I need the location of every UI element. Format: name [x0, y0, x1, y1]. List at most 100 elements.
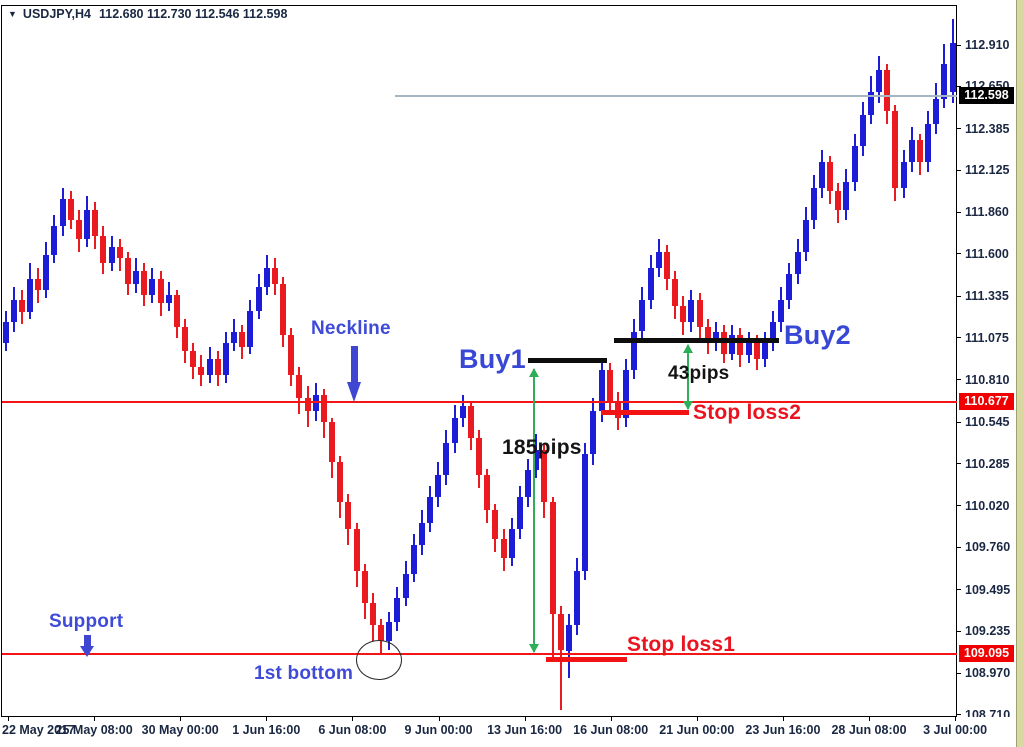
candle-body: [247, 310, 254, 348]
candle-body: [500, 538, 507, 558]
candle-body: [941, 63, 948, 99]
price-tick: [957, 85, 961, 87]
price-tick-label: 108.970: [965, 666, 1011, 681]
plot-area[interactable]: Neckline Buy1 Buy2 185pips 43pips Stop l…: [1, 5, 958, 717]
price-tick: [957, 463, 961, 465]
candle-body: [222, 342, 229, 375]
price-tick-label: 111.075: [965, 330, 1009, 345]
buy1-entry-line[interactable]: [528, 358, 607, 363]
price-tick: [957, 44, 961, 46]
candle-body: [329, 422, 336, 463]
candle-body: [369, 602, 376, 625]
price-tick: [957, 337, 961, 339]
time-tick-label: 3 Jul 00:00: [923, 723, 988, 737]
support-line[interactable]: [2, 653, 958, 656]
candle-body: [263, 267, 270, 287]
price-tick-label: 110.285: [965, 456, 1010, 471]
candle-body: [190, 350, 197, 367]
candle-body: [908, 140, 915, 163]
arrow-down-icon: [347, 382, 361, 402]
time-tick: [94, 717, 96, 721]
price-tick: [957, 295, 961, 297]
candle-body: [778, 299, 785, 322]
candle-body: [655, 251, 662, 268]
candle-body: [949, 42, 956, 93]
time-tick-label: 30 May 00:00: [141, 723, 219, 737]
candle-body: [214, 358, 221, 375]
time-tick-label: 21 Jun 00:00: [659, 723, 735, 737]
neckline-label[interactable]: Neckline: [311, 318, 391, 339]
candle-body: [337, 462, 344, 503]
arrow-up-icon: [683, 344, 693, 353]
candle-body: [18, 299, 25, 313]
candle-body: [271, 267, 278, 284]
price-tick: [957, 505, 961, 507]
current-bid-line: [395, 94, 958, 97]
stop-loss1-label[interactable]: Stop loss1: [627, 633, 736, 656]
price-tick: [957, 672, 961, 674]
candle-body: [565, 624, 572, 651]
candle-body: [386, 621, 393, 641]
43pips-label[interactable]: 43pips: [668, 363, 730, 384]
arrow-shaft: [533, 369, 535, 652]
neckline-resistance-line[interactable]: [2, 401, 958, 404]
buy2-label[interactable]: Buy2: [784, 320, 851, 350]
buy2-entry-line[interactable]: [614, 338, 779, 343]
candle-body: [484, 475, 491, 511]
candle-body: [680, 305, 687, 322]
neckline-price-badge: 110.677: [959, 393, 1014, 411]
price-tick-label: 110.810: [965, 372, 1010, 387]
candle-body: [231, 331, 238, 343]
candle-body: [753, 341, 760, 359]
candle-body: [770, 321, 776, 343]
candle-body: [516, 497, 523, 530]
candle-body: [508, 529, 515, 558]
candle-body: [884, 69, 891, 112]
candle-body: [353, 529, 360, 571]
candle-body: [892, 111, 899, 188]
buy1-label[interactable]: Buy1: [459, 344, 526, 374]
candle-body: [492, 510, 499, 539]
time-tick-label: 13 Jun 16:00: [487, 723, 563, 737]
time-tick: [180, 717, 182, 721]
price-tick: [957, 421, 961, 423]
candle-body: [451, 417, 458, 444]
price-axis[interactable]: 112.598 110.677 109.095 112.910112.65011…: [957, 0, 1016, 722]
candle-body: [378, 624, 385, 641]
time-tick-label: 1 Jun 16:00: [232, 723, 301, 737]
candle-body: [925, 124, 932, 163]
candle-body: [876, 69, 883, 93]
candle-body: [688, 299, 695, 322]
stop-loss2-level-segment[interactable]: [601, 410, 689, 415]
stop-loss1-level-segment[interactable]: [546, 657, 627, 662]
time-tick: [782, 717, 784, 721]
candle-body: [745, 341, 752, 356]
first-bottom-circle[interactable]: [356, 640, 402, 680]
time-axis[interactable]: 22 May 2017 25 May 08:00 30 May 00:00 1 Jun…: [0, 717, 1016, 747]
candle-body: [394, 597, 401, 622]
chevron-down-icon[interactable]: ▼: [8, 9, 17, 19]
candle-body: [51, 226, 58, 255]
candle-body: [525, 470, 532, 498]
candle-body: [476, 438, 483, 476]
arrow-down-icon: [529, 644, 539, 653]
time-tick: [438, 717, 440, 721]
symbol-period-label: USDJPY,H4: [22, 7, 92, 21]
first-bottom-label[interactable]: 1st bottom: [254, 663, 354, 684]
candle-body: [198, 366, 205, 375]
candle-body: [557, 613, 564, 651]
price-tick: [957, 211, 961, 213]
185pips-label[interactable]: 185pips: [502, 436, 582, 459]
candle-body: [173, 294, 180, 327]
support-label[interactable]: Support: [49, 611, 124, 632]
candle-body: [631, 331, 638, 370]
price-tick-label: 111.600: [965, 246, 1009, 261]
time-tick-label: 9 Jun 00:00: [404, 723, 473, 737]
chart-title: ▼ USDJPY,H4 112.680 112.730 112.546 112.…: [8, 7, 287, 21]
candle-body: [623, 369, 630, 418]
candle-body: [729, 334, 736, 354]
stop-loss2-label[interactable]: Stop loss2: [693, 401, 802, 424]
candle-body: [418, 522, 425, 546]
candle-body: [761, 342, 768, 359]
time-tick-label: 16 Jun 08:00: [573, 723, 649, 737]
